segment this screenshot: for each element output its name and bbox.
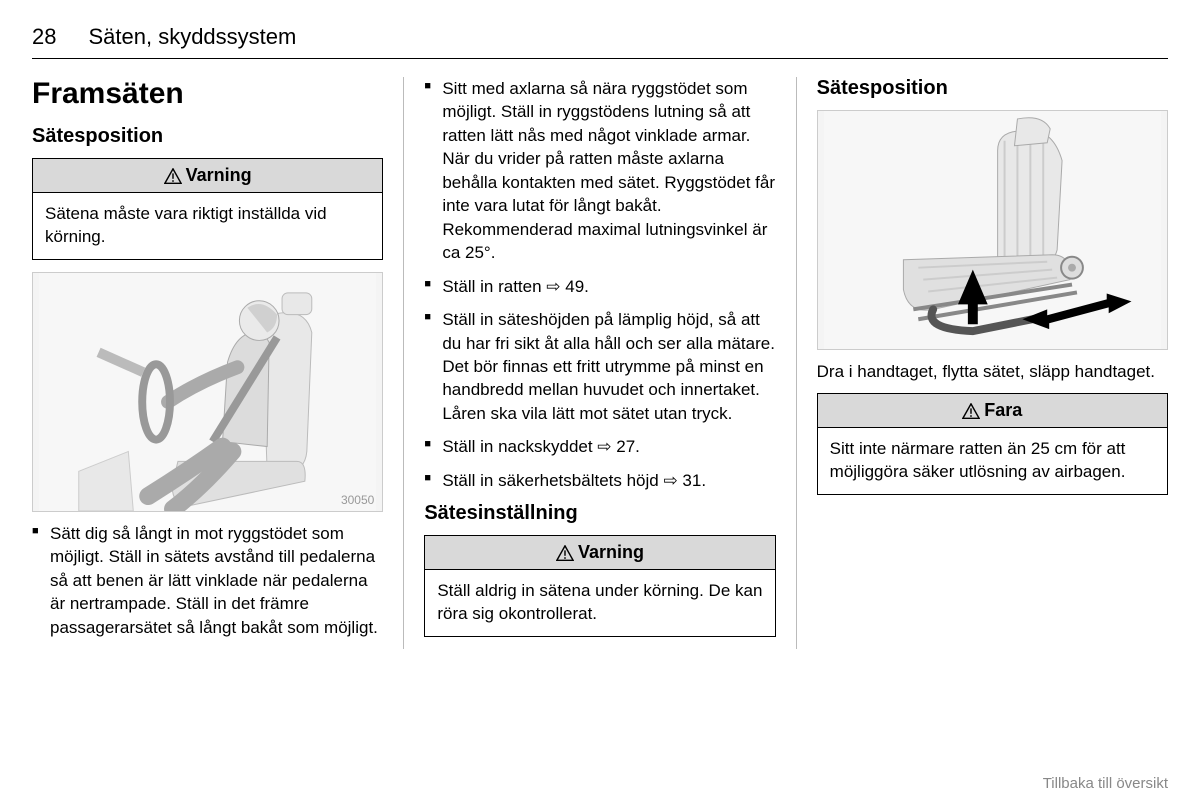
chapter-title: Säten, skyddssystem — [88, 24, 296, 50]
bullet-list-col2: Sitt med axlarna så nära ryggstödet som … — [424, 77, 775, 492]
illustration-id: 30050 — [341, 493, 374, 507]
body-paragraph: Dra i handtaget, flytta sätet, släpp han… — [817, 360, 1168, 383]
sub-heading-satesposition-2: Sätesposition — [817, 77, 1168, 100]
danger-body: Sitt inte närmare ratten än 25 cm för at… — [818, 428, 1167, 494]
bullet-item: Sätt dig så långt in mot ryggstödet som … — [32, 522, 383, 639]
danger-title: Fara — [984, 400, 1022, 421]
page-reference[interactable]: ⇨ 31. — [663, 469, 706, 492]
sub-heading-satesposition: Sätesposition — [32, 125, 383, 148]
page-reference[interactable]: ⇨ 27. — [597, 435, 640, 458]
bullet-text: Ställ in ratten — [442, 277, 546, 296]
header-rule — [32, 58, 1168, 59]
back-to-overview-link[interactable]: Tillbaka till översikt — [1043, 775, 1168, 792]
column-divider-1 — [403, 77, 404, 649]
warning-triangle-icon — [164, 168, 182, 184]
driver-position-illustration: 30050 — [32, 272, 383, 512]
page-number: 28 — [32, 24, 56, 50]
warning-box: Varning Ställ aldrig in sätena under kör… — [424, 535, 775, 637]
content-columns: Framsäten Sätesposition Varning Sätena m… — [32, 77, 1168, 649]
bullet-item: Sitt med axlarna så nära ryggstödet som … — [424, 77, 775, 265]
bullet-item: Ställ in säkerhetsbältets höjd ⇨ 31. — [424, 469, 775, 492]
warning-triangle-icon — [556, 545, 574, 561]
bullet-text: Ställ in säkerhetsbältets höjd — [442, 471, 663, 490]
page-header: 28 Säten, skyddssystem — [32, 24, 1168, 50]
warning-body: Ställ aldrig in sätena under körning. De… — [425, 570, 774, 636]
warning-box: Varning Sätena måste vara riktigt instäl… — [32, 158, 383, 260]
danger-box: Fara Sitt inte närmare ratten än 25 cm f… — [817, 393, 1168, 495]
column-3: Sätesposition — [817, 77, 1168, 649]
column-1: Framsäten Sätesposition Varning Sätena m… — [32, 77, 383, 649]
seat-adjustment-illustration — [817, 110, 1168, 350]
danger-box-header: Fara — [818, 394, 1167, 428]
column-2: Sitt med axlarna så nära ryggstödet som … — [424, 77, 775, 649]
bullet-item: Ställ in ratten ⇨ 49. — [424, 275, 775, 298]
column-divider-2 — [796, 77, 797, 649]
page-reference[interactable]: ⇨ 49. — [546, 275, 589, 298]
main-heading: Framsäten — [32, 77, 383, 111]
bullet-item: Ställ in nackskyddet ⇨ 27. — [424, 435, 775, 458]
bullet-item: Ställ in säteshöjden på lämplig höjd, så… — [424, 308, 775, 425]
warning-body: Sätena måste vara riktigt inställda vid … — [33, 193, 382, 259]
bullet-text: Ställ in nackskyddet — [442, 437, 597, 456]
warning-box-header: Varning — [33, 159, 382, 193]
warning-title: Varning — [578, 542, 644, 563]
warning-triangle-icon — [962, 403, 980, 419]
sub-heading-satesinstallning: Sätesinställning — [424, 502, 775, 525]
warning-title: Varning — [186, 165, 252, 186]
warning-box-header: Varning — [425, 536, 774, 570]
bullet-list-col1: Sätt dig så långt in mot ryggstödet som … — [32, 522, 383, 639]
